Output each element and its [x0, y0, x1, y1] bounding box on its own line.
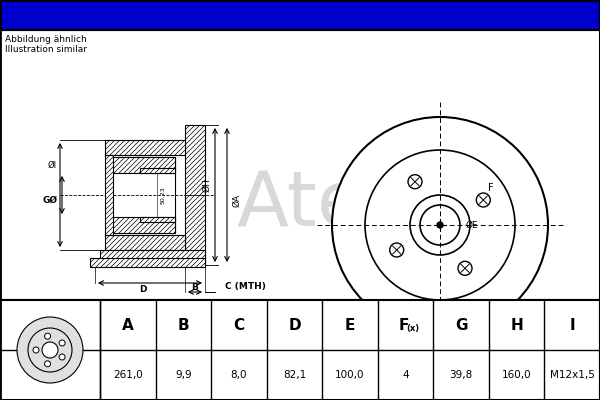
Circle shape: [476, 193, 490, 207]
Text: 4: 4: [402, 370, 409, 380]
Text: C (MTH): C (MTH): [224, 282, 265, 292]
Circle shape: [33, 347, 39, 353]
Text: H: H: [510, 318, 523, 332]
Text: G: G: [455, 318, 467, 332]
Polygon shape: [110, 217, 175, 233]
Bar: [0, 0, 600, 30]
Polygon shape: [110, 157, 175, 173]
Circle shape: [17, 317, 83, 383]
Circle shape: [458, 261, 472, 275]
Text: GØ: GØ: [43, 196, 58, 204]
Polygon shape: [140, 217, 175, 222]
Text: ØI: ØI: [47, 160, 56, 170]
Text: ØH: ØH: [203, 178, 212, 192]
Polygon shape: [90, 258, 205, 267]
Polygon shape: [140, 168, 175, 173]
Circle shape: [410, 195, 470, 255]
Circle shape: [59, 340, 65, 346]
Text: I: I: [569, 318, 575, 332]
Circle shape: [44, 333, 50, 339]
Text: 50.23: 50.23: [161, 186, 166, 204]
Text: B: B: [178, 318, 189, 332]
Polygon shape: [100, 250, 205, 265]
Circle shape: [437, 222, 443, 228]
Polygon shape: [185, 125, 205, 265]
Polygon shape: [105, 235, 185, 250]
Circle shape: [365, 150, 515, 300]
Text: A: A: [122, 318, 134, 332]
Text: Ate: Ate: [236, 168, 364, 242]
Text: ØE: ØE: [466, 220, 478, 230]
Polygon shape: [105, 155, 113, 235]
Text: 8,0: 8,0: [230, 370, 247, 380]
Text: 160,0: 160,0: [502, 370, 532, 380]
Text: 100,0: 100,0: [335, 370, 365, 380]
Text: Abbildung ähnlich: Abbildung ähnlich: [5, 36, 87, 44]
Text: F: F: [488, 183, 494, 193]
Circle shape: [389, 243, 404, 257]
Text: 39,8: 39,8: [449, 370, 473, 380]
Circle shape: [44, 361, 50, 367]
Polygon shape: [105, 140, 185, 155]
Circle shape: [420, 205, 460, 245]
Text: D: D: [288, 318, 301, 332]
Text: M12x1,5: M12x1,5: [550, 370, 595, 380]
Text: 410144: 410144: [383, 6, 458, 24]
Text: 261,0: 261,0: [113, 370, 143, 380]
Text: B: B: [191, 282, 199, 292]
Text: (x): (x): [406, 324, 419, 334]
Text: 82,1: 82,1: [283, 370, 306, 380]
Circle shape: [42, 342, 58, 358]
Text: 9,9: 9,9: [175, 370, 191, 380]
Text: ØA: ØA: [233, 194, 241, 206]
Text: D: D: [139, 284, 146, 294]
Text: F: F: [398, 318, 409, 332]
Circle shape: [408, 175, 422, 189]
Circle shape: [59, 354, 65, 360]
Circle shape: [332, 117, 548, 333]
Bar: [110, 157, 175, 233]
Circle shape: [28, 328, 72, 372]
Bar: [0, 30, 600, 300]
Bar: [0, 300, 600, 400]
Text: E: E: [345, 318, 355, 332]
Text: Illustration similar: Illustration similar: [5, 46, 87, 54]
Text: C: C: [233, 318, 244, 332]
Text: 24.0110-0144.1: 24.0110-0144.1: [121, 6, 280, 24]
